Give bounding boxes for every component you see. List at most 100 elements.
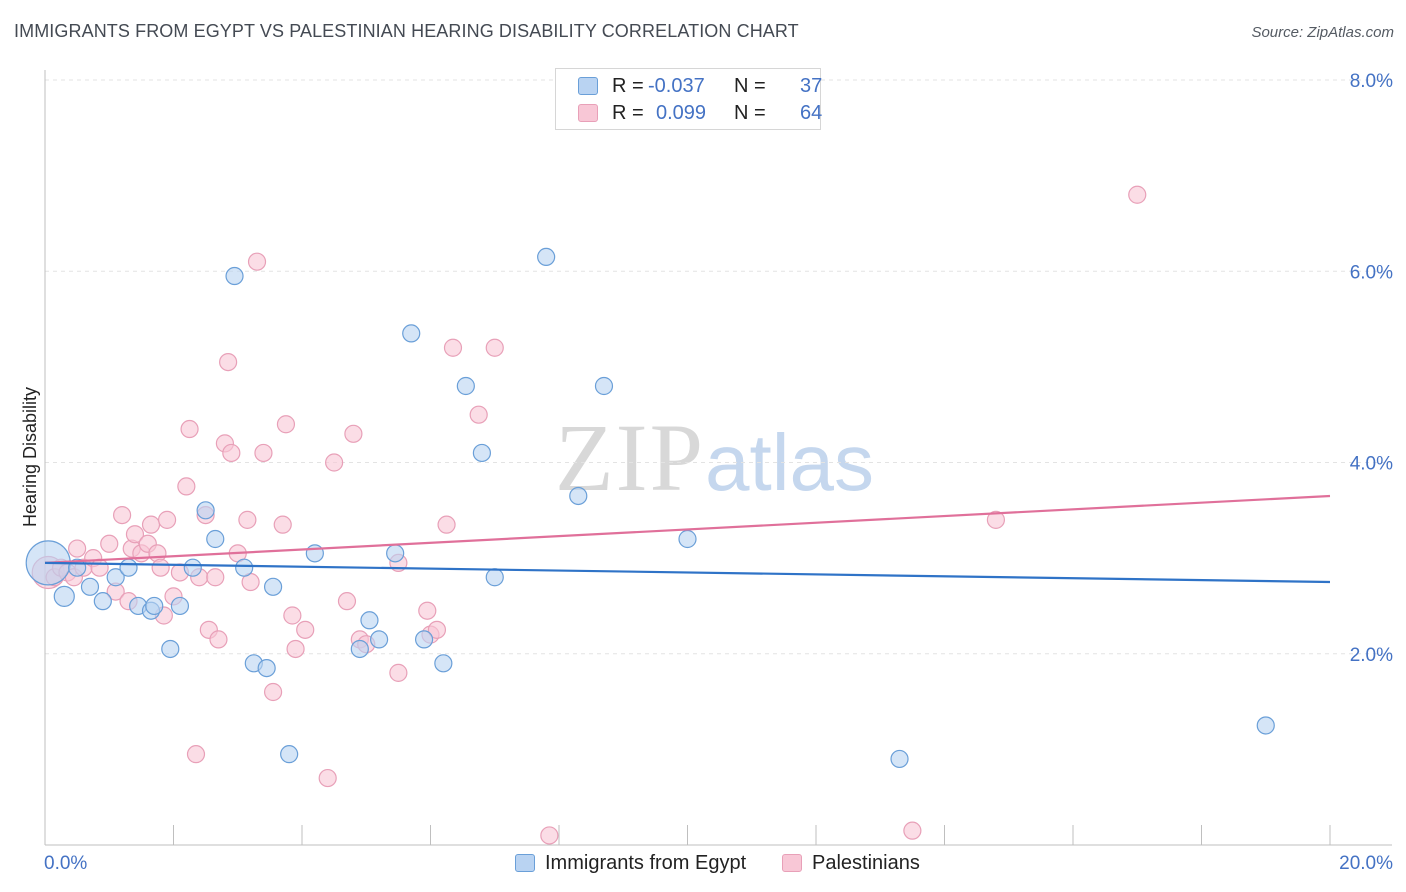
egypt-point [206,529,225,549]
egypt-point [183,558,202,577]
stats-legend: R = -0.037 N = 37 R = 0.099 N = 64 [555,68,823,130]
palestinians-point [296,620,315,639]
egypt-point [235,558,254,577]
palestinians-point [222,443,241,463]
egypt-point [263,577,283,596]
palestinians-point [254,443,273,463]
egypt-point [678,529,697,549]
axes [44,70,1392,846]
chart-title: IMMIGRANTS FROM EGYPT VS PALESTINIAN HEA… [14,21,799,41]
egypt-point [360,611,379,630]
egypt-point [890,749,909,769]
egypt-point [569,486,588,506]
legend-swatch-egypt [578,77,598,95]
egypt-point [196,501,215,520]
egypt-point [80,577,100,596]
palestinians-point [325,453,344,472]
palestinians-point [469,405,488,424]
palestinians-point [206,568,225,587]
egypt-points [25,247,1275,769]
egypt-trend-line [44,561,1331,584]
legend-n-label: N = [734,102,766,124]
legend-n-value: 64 [800,102,823,124]
legend-r-value: 0.099 [656,102,707,124]
palestinians-point [389,663,408,682]
egypt-point [305,544,324,563]
palestinians-point [276,415,296,434]
palestinians-point [485,338,504,357]
egypt-point [170,596,190,616]
palestinians-point [247,252,267,271]
palestinians-point [344,424,363,443]
palestinians-point [337,592,357,611]
palestinians-point [100,534,119,553]
egypt-point [386,544,405,563]
egypt-point [1256,716,1275,735]
palestinians-trend-line [44,494,1331,565]
y-tick-label: 4.0% [1350,454,1393,475]
palestinians-point [177,477,196,496]
egypt-point [594,376,614,396]
palestinians-point [286,639,305,659]
palestinians-point [443,338,463,357]
bottom-legend-swatch-egypt [515,854,535,872]
egypt-point [402,324,421,343]
legend-n-value: 37 [800,75,823,97]
y-tick-label: 6.0% [1350,262,1393,283]
egypt-point [414,630,434,649]
egypt-point [257,658,276,678]
legend-swatch-palestinians [578,104,598,122]
palestinians-point [90,558,109,577]
palestinians-point [903,821,922,840]
palestinians-point [273,515,292,534]
bottom-legend-swatch-palestinians [782,854,802,872]
egypt-point [537,247,556,267]
legend-r-label: R = [612,75,644,97]
palestinians-point [186,745,206,764]
palestinians-point [68,539,87,558]
egypt-point [472,443,491,463]
egypt-point [456,376,475,396]
palestinians-point [540,826,559,845]
palestinians-point [418,601,437,620]
palestinians-point [437,515,456,534]
bottom-legend-label-egypt: Immigrants from Egypt [545,852,747,874]
palestinians-point [986,510,1006,529]
egypt-point [485,568,504,587]
legend-r-value: -0.037 [648,75,705,97]
bottom-legend-palestinians: Palestinians [782,852,920,875]
x-tick-label: 20.0% [1339,853,1393,874]
trend-lines [44,494,1331,584]
palestinians-point [141,515,161,534]
egypt-point [280,745,299,764]
egypt-point [119,558,138,577]
tick-labels: 2.0% 4.0% 6.0% 8.0% 0.0% 20.0% [44,71,1393,874]
palestinians-point [180,419,199,439]
palestinians-point [238,510,257,529]
palestinians-point [427,620,447,639]
egypt-point [161,639,180,659]
palestinians-point [219,352,238,372]
egypt-point [53,585,75,607]
egypt-point [350,639,369,659]
palestinians-point [209,630,228,649]
palestinians-point [157,510,177,529]
y-tick-label: 2.0% [1350,645,1393,666]
palestinians-point [283,606,302,625]
x-tick-label: 0.0% [44,853,87,874]
bottom-legend-label-palestinians: Palestinians [812,852,920,874]
palestinians-point [151,558,170,577]
egypt-point [434,654,453,673]
egypt-point [225,266,244,286]
palestinians-point [263,682,283,702]
palestinians-point [1128,185,1147,204]
egypt-point [145,596,164,616]
bottom-legend-egypt: Immigrants from Egypt [515,852,746,875]
y-tick-label: 8.0% [1350,71,1393,92]
palestinians-point [125,525,145,544]
legend-r-label: R = [612,102,644,124]
source-label: Source: ZipAtlas.com [1251,24,1394,41]
egypt-point [106,568,125,587]
palestinians-point [112,505,132,525]
